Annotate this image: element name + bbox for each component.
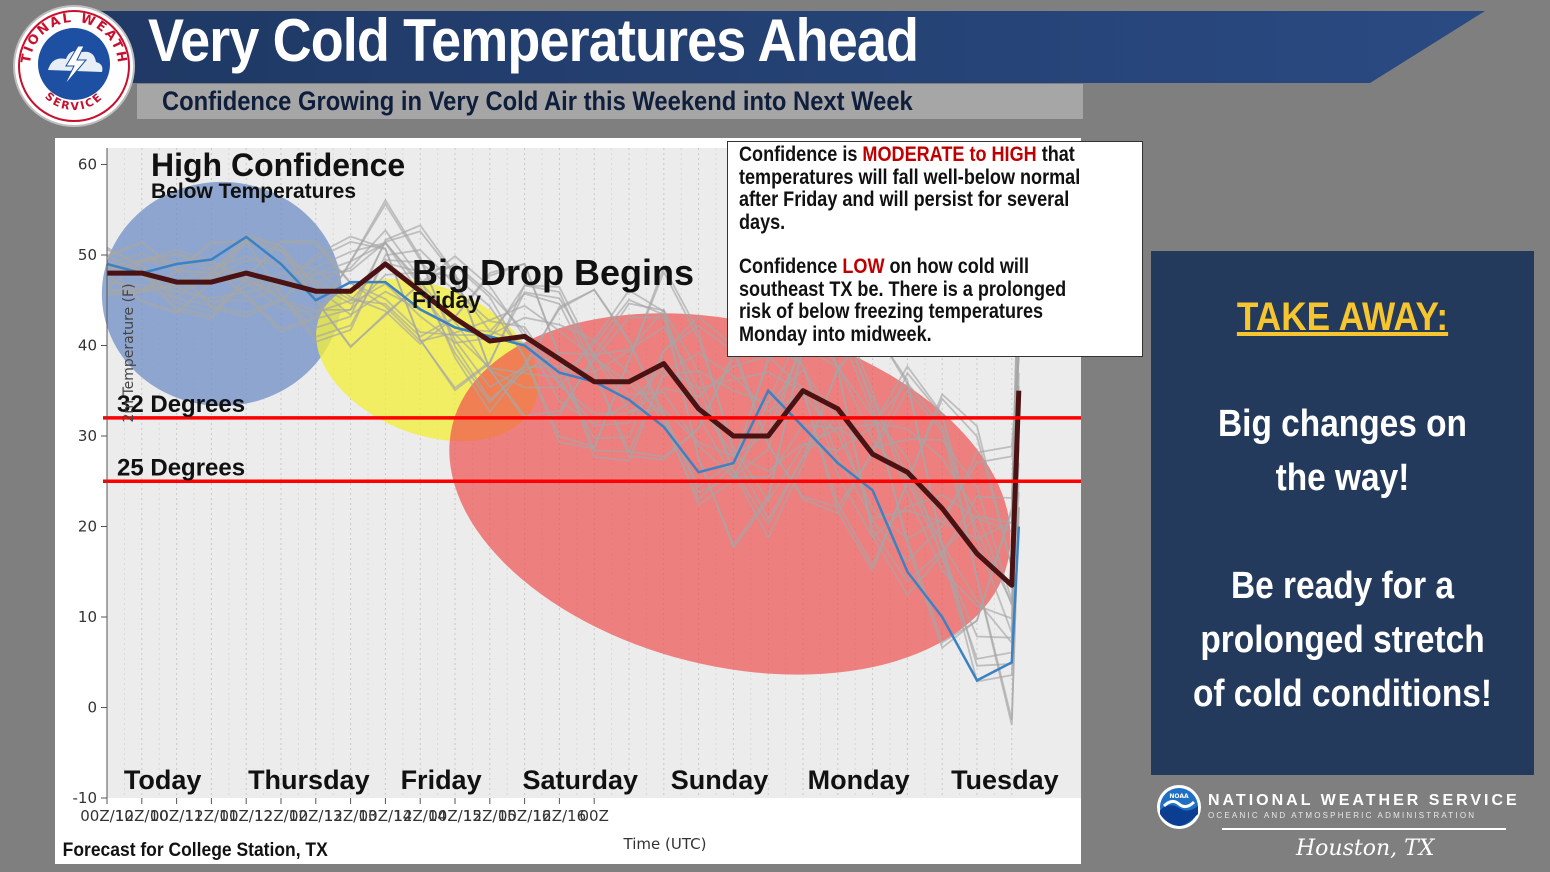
info-p2-line4: Monday into midweek. <box>739 322 932 346</box>
day-label: Friday <box>401 765 482 795</box>
x-tick-label: 00Z/14 <box>359 807 413 825</box>
takeaway-line-1: Big changes on <box>1218 403 1467 445</box>
blue-member-line <box>106 235 1021 683</box>
big-drop-title: Big Drop Begins <box>412 252 694 293</box>
title-banner <box>60 11 1485 83</box>
day-label: Today <box>124 765 202 795</box>
ensemble-member-line <box>106 252 1020 601</box>
chart-panel: 32 Degrees 25 Degrees 60 50 40 30 20 10 0 -10 2m … <box>55 138 1081 864</box>
y-axis-label: 2m Temperature (F) <box>121 283 137 422</box>
x-tick-label: 12Z/12 <box>254 807 308 825</box>
ensemble-member-line <box>106 241 1020 583</box>
y-tick-label: -10 <box>73 789 98 807</box>
x-tick-label: 12Z/13 <box>324 807 378 825</box>
noaa-logo: NOAA <box>1157 785 1201 829</box>
day-label: Monday <box>808 765 910 795</box>
confidence-low-label: LOW <box>842 255 885 278</box>
ensemble-member-line <box>106 240 1020 604</box>
y-tick-label: 20 <box>78 518 97 536</box>
nws-brand-rule <box>1222 828 1506 830</box>
y-tick-label: 50 <box>78 246 97 264</box>
ensemble-member-line <box>106 235 1020 650</box>
day-label: Tuesday <box>951 765 1059 795</box>
low-confidence-circle <box>449 313 1011 675</box>
info-p1-line2: temperatures will fall well-below normal <box>739 165 1081 189</box>
x-tick-label: 00Z <box>580 807 609 825</box>
ensemble-member-line <box>106 240 1020 646</box>
x-tick-label: 00Z/10 <box>80 807 134 825</box>
ensemble-member-line <box>106 233 1020 573</box>
ensemble-mean-line <box>107 261 1022 588</box>
chart-footer: Forecast for College Station, TX <box>63 838 329 860</box>
info-p1-line1: Confidence is MODERATE to HIGH that <box>739 143 1075 166</box>
x-tick-label: 12Z/15 <box>463 807 517 825</box>
page-title: Very Cold Temperatures Ahead <box>148 7 919 74</box>
confidence-high-label: MODERATE to HIGH <box>862 143 1037 166</box>
threshold-label: 32 Degrees <box>117 391 245 418</box>
nws-office: Houston, TX <box>1296 836 1435 861</box>
x-tick-label: 12Z/11 <box>185 807 239 825</box>
takeaway-line-4: prolonged stretch <box>1200 619 1485 661</box>
y-tick-label: 60 <box>78 156 97 174</box>
confidence-info-box: Confidence is MODERATE to HIGH that temp… <box>727 141 1143 357</box>
info-p1-line3: after Friday and will persist for severa… <box>739 188 1070 211</box>
x-tick-label: 00Z/12 <box>219 807 273 825</box>
high-confidence-title: High Confidence <box>151 147 405 183</box>
x-tick-label: 12Z/16 <box>533 807 587 825</box>
info-p1-line4: days. <box>739 210 786 234</box>
ensemble-member-line <box>106 241 1020 541</box>
day-label: Saturday <box>523 765 639 795</box>
takeaway-line-3: Be ready for a <box>1230 565 1455 607</box>
x-tick-label: 00Z/15 <box>428 807 482 825</box>
x-tick-label: 00Z/11 <box>150 807 204 825</box>
x-tick-label: 12Z/10 <box>115 807 169 825</box>
y-tick-label: 40 <box>78 337 97 355</box>
subtitle-bar <box>137 84 1083 119</box>
high-confidence-circle <box>101 181 342 406</box>
noaa-badge-text: NOAA <box>1169 793 1189 800</box>
takeaway-title: TAKE AWAY: <box>1236 295 1449 339</box>
info-p2-line1: Confidence LOW on how cold will <box>739 255 1029 278</box>
x-tick-label: 12Z/14 <box>393 807 447 825</box>
nws-brand-sub: OCEANIC AND ATMOSPHERIC ADMINISTRATION <box>1208 811 1477 820</box>
ensemble-member-line <box>106 248 1020 606</box>
x-tick-label: 00Z/13 <box>289 807 343 825</box>
high-confidence-subtitle: Below Temperatures <box>151 180 356 203</box>
day-label: Thursday <box>248 765 370 795</box>
takeaway-line-2: the way! <box>1275 457 1410 499</box>
threshold-label: 25 Degrees <box>117 454 245 481</box>
x-tick-label: 00Z/16 <box>498 807 552 825</box>
big-drop-subtitle: Friday <box>412 287 481 313</box>
nws-logo: NATIONAL WEATHER SERVICE <box>12 4 135 127</box>
day-label: Sunday <box>671 765 769 795</box>
y-tick-label: 10 <box>78 608 97 626</box>
ensemble-member-line <box>106 224 1020 726</box>
info-p2-line3: risk of below freezing temperatures <box>739 300 1044 323</box>
takeaway-line-5: of cold conditions! <box>1192 673 1493 715</box>
info-p2-line2: southeast TX be. There is a prolonged <box>739 277 1067 301</box>
takeaway-panel: TAKE AWAY: Big changes on the way! Be re… <box>1151 251 1534 775</box>
y-tick-label: 30 <box>78 427 97 445</box>
nws-brand-name: NATIONAL WEATHER SERVICE <box>1208 792 1520 809</box>
page-subtitle: Confidence Growing in Very Cold Air this… <box>162 86 913 116</box>
y-tick-label: 0 <box>87 699 97 717</box>
x-axis-label: Time (UTC) <box>623 835 707 853</box>
